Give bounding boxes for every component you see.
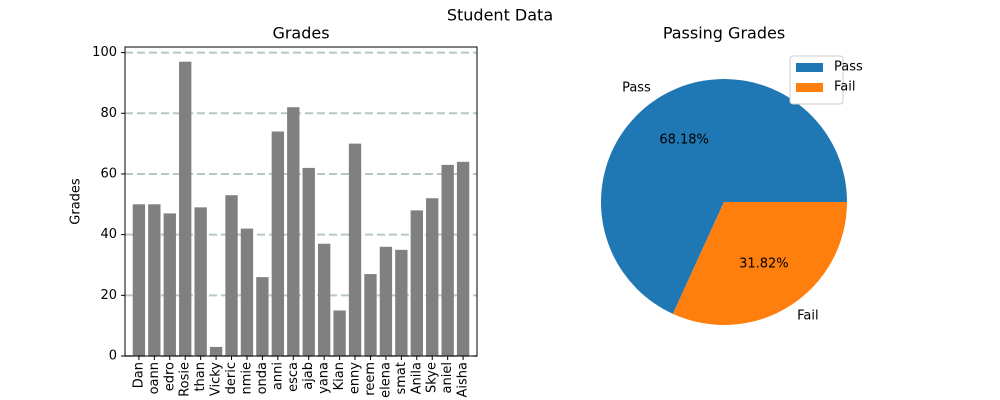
x-tick-label: enny	[348, 362, 363, 394]
legend-swatch	[796, 83, 823, 92]
x-tick-label: than	[193, 362, 208, 392]
bar	[348, 143, 362, 356]
bar	[441, 164, 454, 356]
bar	[271, 131, 285, 356]
y-tick-label: 80	[100, 106, 117, 121]
legend-label: Pass	[834, 60, 863, 75]
pie-slice	[600, 79, 847, 314]
x-tick-label: smat	[394, 362, 409, 395]
x-tick-label: Dan	[131, 362, 146, 388]
bar	[132, 204, 146, 356]
bar	[287, 107, 300, 357]
x-tick-label: aniel	[440, 362, 455, 393]
figure-title: Student Data	[447, 6, 553, 25]
legend-swatch	[796, 63, 823, 72]
y-tick-label: 60	[100, 166, 117, 181]
bar	[426, 198, 439, 356]
bar	[240, 228, 254, 356]
x-tick-label: onda	[255, 362, 270, 394]
pct-label: 31.82%	[739, 257, 789, 272]
slice-label: Pass	[622, 81, 651, 96]
x-tick-label: anni	[270, 362, 285, 390]
y-axis-label: Grades	[69, 178, 84, 225]
x-tick-label: deric	[224, 362, 239, 394]
slice-label: Fail	[797, 308, 818, 323]
x-tick-label: Anila	[409, 362, 424, 394]
bar	[179, 61, 192, 356]
bar	[333, 310, 346, 356]
y-tick-label: 20	[100, 288, 117, 303]
bar	[302, 167, 315, 356]
x-tick-label: elena	[378, 362, 393, 398]
legend-label: Fail	[834, 80, 855, 95]
bar	[194, 207, 207, 356]
bar	[163, 213, 176, 356]
bar	[410, 210, 423, 356]
axes-title: Grades	[272, 24, 329, 43]
x-tick-label: nmie	[239, 362, 254, 395]
bar	[379, 246, 393, 356]
y-tick-label: 40	[100, 227, 117, 242]
y-tick-label: 100	[92, 45, 117, 60]
bar	[395, 249, 408, 356]
x-tick-label: Kian	[332, 362, 347, 390]
x-tick-label: edro	[162, 362, 177, 391]
bar	[256, 277, 269, 356]
x-tick-label: Vicky	[209, 362, 224, 396]
x-tick-label: reem	[363, 362, 378, 396]
bar	[317, 243, 331, 356]
x-tick-label: Skye	[425, 362, 440, 393]
y-tick-label: 0	[109, 349, 117, 364]
x-tick-label: yana	[317, 362, 332, 394]
bar	[456, 161, 470, 356]
pie-slice	[672, 202, 847, 325]
bar	[225, 195, 238, 356]
x-tick-label: esca	[286, 362, 301, 392]
x-tick-label: ajab	[301, 362, 316, 390]
x-tick-label: Rosie	[178, 362, 193, 397]
bar	[364, 274, 377, 356]
x-tick-label: oann	[147, 362, 162, 394]
pct-label: 68.18%	[659, 132, 709, 147]
axes-frame	[124, 46, 478, 357]
bar	[148, 204, 161, 356]
axes-title: Passing Grades	[663, 24, 785, 43]
x-tick-label: Aisha	[456, 362, 471, 397]
bar	[209, 346, 223, 356]
